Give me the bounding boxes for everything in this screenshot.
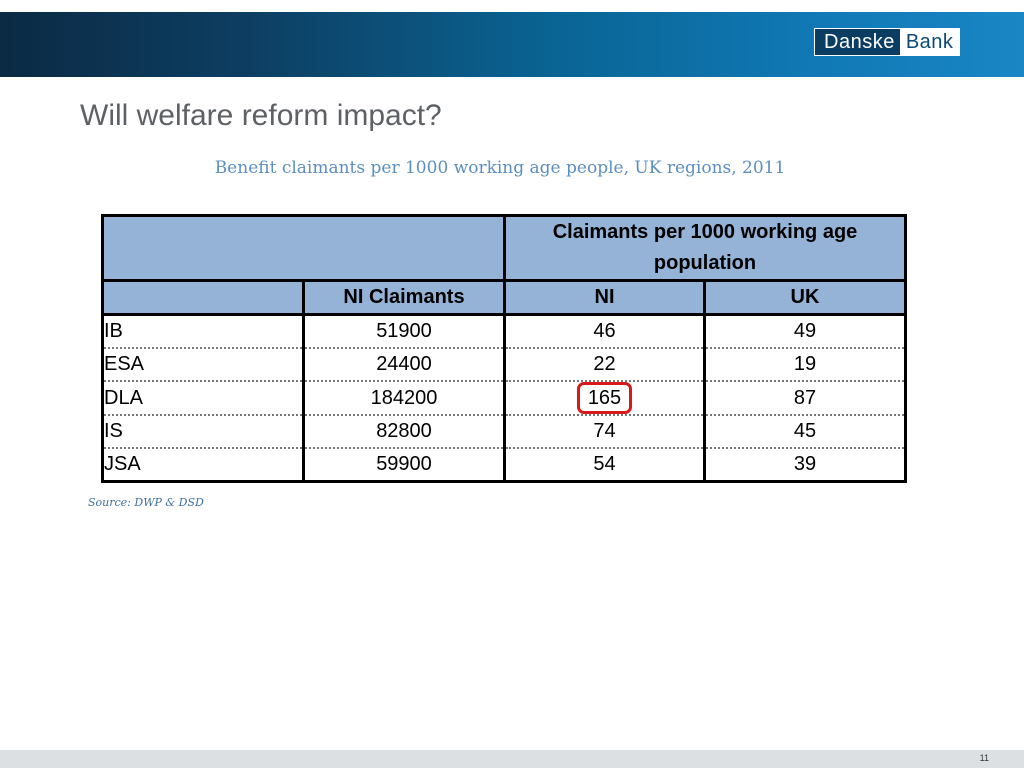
table-row: IS 82800 74 45: [101, 415, 907, 449]
ni-rate-cell: 74: [503, 415, 706, 449]
table-row: IB 51900 46 49: [101, 314, 907, 349]
uk-rate-cell: 87: [703, 381, 907, 416]
row-label: JSA: [101, 448, 305, 482]
ni-claimants-cell: 59900: [302, 448, 506, 482]
uk-rate-cell: 49: [703, 314, 907, 349]
header-group-title: Claimants per 1000 working age populatio…: [552, 221, 858, 274]
ni-claimants-cell: 184200: [302, 381, 506, 416]
top-margin: [0, 0, 1024, 12]
table-header-row-columns: NI Claimants NI UK: [101, 280, 907, 316]
row-label: IB: [101, 314, 305, 349]
ni-rate-cell: 22: [503, 348, 706, 382]
row-label: DLA: [101, 381, 305, 416]
highlight-circle: 165: [576, 382, 633, 414]
claimants-table: Claimants per 1000 working age populatio…: [101, 214, 907, 483]
header-group-title-cell: Claimants per 1000 working age populatio…: [503, 215, 907, 282]
column-header-ni-claimants: NI Claimants: [302, 280, 506, 316]
table-header-row-group: Claimants per 1000 working age populatio…: [101, 215, 907, 282]
header-empty-cell: [101, 215, 506, 282]
table-row: DLA 184200 165 87: [101, 381, 907, 416]
row-label: ESA: [101, 348, 305, 382]
danske-bank-logo: Danske Bank: [814, 28, 961, 56]
page-number: 11: [979, 753, 989, 763]
ni-claimants-cell: 51900: [302, 314, 506, 349]
uk-rate-cell: 45: [703, 415, 907, 449]
ni-rate-cell: 54: [503, 448, 706, 482]
page-title: Will welfare reform impact?: [80, 99, 442, 132]
ni-claimants-cell: 82800: [302, 415, 506, 449]
column-header-ni: NI: [503, 280, 706, 316]
table-row: JSA 59900 54 39: [101, 448, 907, 482]
logo-text-danske: Danske: [815, 29, 899, 55]
ni-claimants-cell: 24400: [302, 348, 506, 382]
ni-rate-cell: 46: [503, 314, 706, 349]
column-header-label: [101, 280, 305, 316]
ni-rate-cell-highlighted: 165: [503, 381, 706, 416]
uk-rate-cell: 39: [703, 448, 907, 482]
logo-text-bank: Bank: [898, 29, 960, 55]
column-header-uk: UK: [703, 280, 907, 316]
row-label: IS: [101, 415, 305, 449]
table-subtitle: Benefit claimants per 1000 working age p…: [214, 158, 786, 178]
footer-bar: 11: [0, 750, 1024, 768]
table-row: ESA 24400 22 19: [101, 348, 907, 382]
uk-rate-cell: 19: [703, 348, 907, 382]
source-note: Source: DWP & DSD: [88, 496, 204, 509]
